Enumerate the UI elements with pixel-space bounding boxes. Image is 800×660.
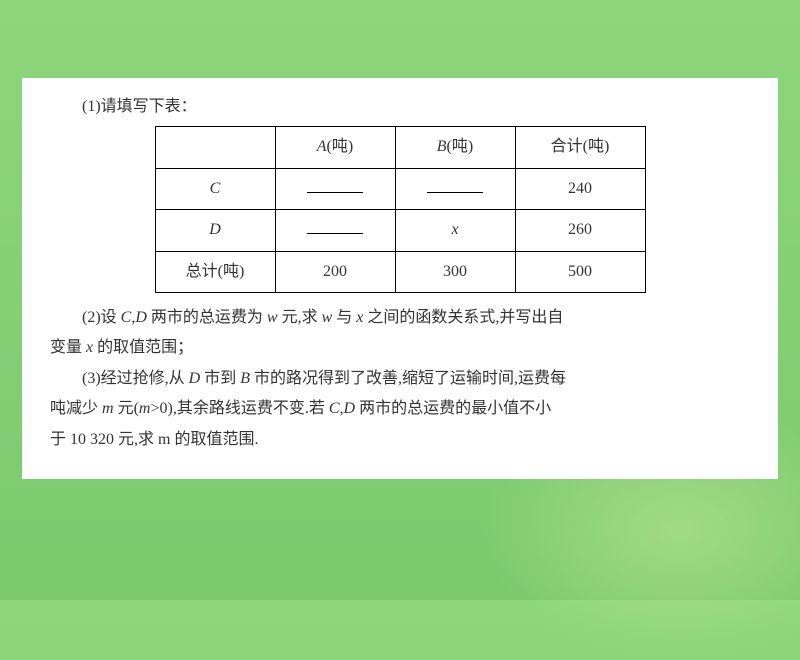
rowD-a bbox=[275, 210, 395, 251]
data-table: A(吨) B(吨) 合计(吨) C 240 D x 260 总计(吨) 200 … bbox=[155, 126, 646, 293]
rowC-b bbox=[395, 168, 515, 209]
rowC-label: C bbox=[155, 168, 275, 209]
table-row: A(吨) B(吨) 合计(吨) bbox=[155, 127, 645, 168]
table-row: 总计(吨) 200 300 500 bbox=[155, 251, 645, 292]
question-3-line2: 吨减少 m 元(m>0),其余路线运费不变.若 C,D 两市的总运费的最小值不小 bbox=[50, 394, 750, 424]
header-a: A(吨) bbox=[275, 127, 395, 168]
question-3-line1: (3)经过抢修,从 D 市到 B 市的路况得到了改善,缩短了运输时间,运费每 bbox=[50, 364, 750, 394]
rowT-b: 300 bbox=[395, 251, 515, 292]
document-card: (1)请填写下表： A(吨) B(吨) 合计(吨) C 240 D x 260 … bbox=[22, 78, 778, 479]
question-2-line2: 变量 x 的取值范围； bbox=[50, 333, 750, 363]
question-2-line1: (2)设 C,D 两市的总运费为 w 元,求 w 与 x 之间的函数关系式,并写… bbox=[50, 303, 750, 333]
rowT-a: 200 bbox=[275, 251, 395, 292]
rowD-total: 260 bbox=[515, 210, 645, 251]
rowD-label: D bbox=[155, 210, 275, 251]
header-b: B(吨) bbox=[395, 127, 515, 168]
rowC-a bbox=[275, 168, 395, 209]
table-row: C 240 bbox=[155, 168, 645, 209]
rowT-total: 500 bbox=[515, 251, 645, 292]
rowT-label: 总计(吨) bbox=[155, 251, 275, 292]
table-row: D x 260 bbox=[155, 210, 645, 251]
question-3-line3: 于 10 320 元,求 m 的取值范围. bbox=[50, 425, 750, 455]
header-blank bbox=[155, 127, 275, 168]
rowD-b: x bbox=[395, 210, 515, 251]
header-total: 合计(吨) bbox=[515, 127, 645, 168]
rowC-total: 240 bbox=[515, 168, 645, 209]
question-1-prompt: (1)请填写下表： bbox=[50, 92, 750, 122]
